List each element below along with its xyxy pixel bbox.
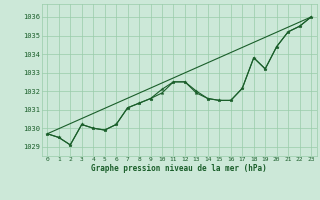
X-axis label: Graphe pression niveau de la mer (hPa): Graphe pression niveau de la mer (hPa) bbox=[91, 164, 267, 173]
